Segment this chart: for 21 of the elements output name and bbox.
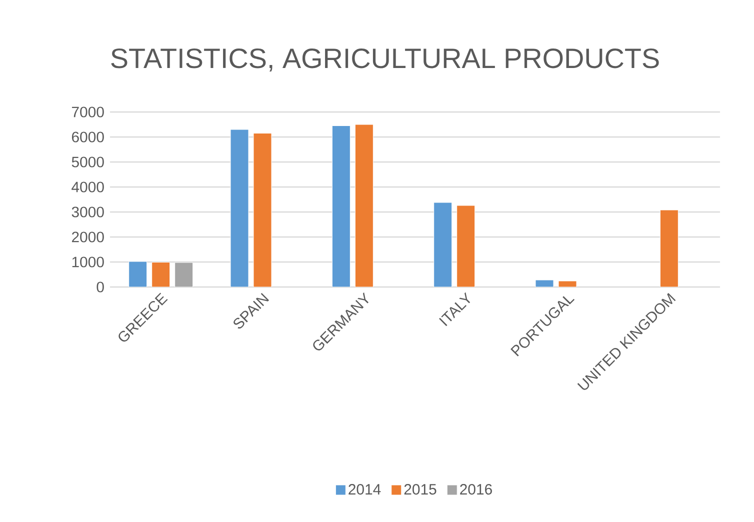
bar	[434, 202, 452, 287]
y-tick-label: 1000	[72, 256, 104, 268]
chart-title: STATISTICS, AGRICULTURAL PRODUCTS	[111, 48, 659, 72]
bar	[660, 210, 678, 287]
legend-label: 2015	[404, 484, 436, 495]
y-tick-label: 3000	[72, 206, 104, 218]
legend-label: 2014	[348, 484, 381, 495]
bar	[354, 124, 374, 287]
bar	[152, 262, 170, 287]
y-tick-label: 4000	[72, 182, 104, 192]
bar	[230, 129, 249, 287]
bar	[253, 133, 272, 287]
y-tick-label: 5000	[72, 156, 104, 168]
y-tick-label: 7000	[72, 106, 104, 118]
legend-label: 2016	[460, 484, 492, 495]
bar	[128, 261, 148, 287]
bar	[332, 126, 350, 287]
bar	[456, 205, 476, 287]
y-tick-label: 6000	[72, 132, 104, 142]
y-tick-label: 0	[96, 282, 104, 292]
y-tick-label: 2000	[72, 232, 104, 242]
